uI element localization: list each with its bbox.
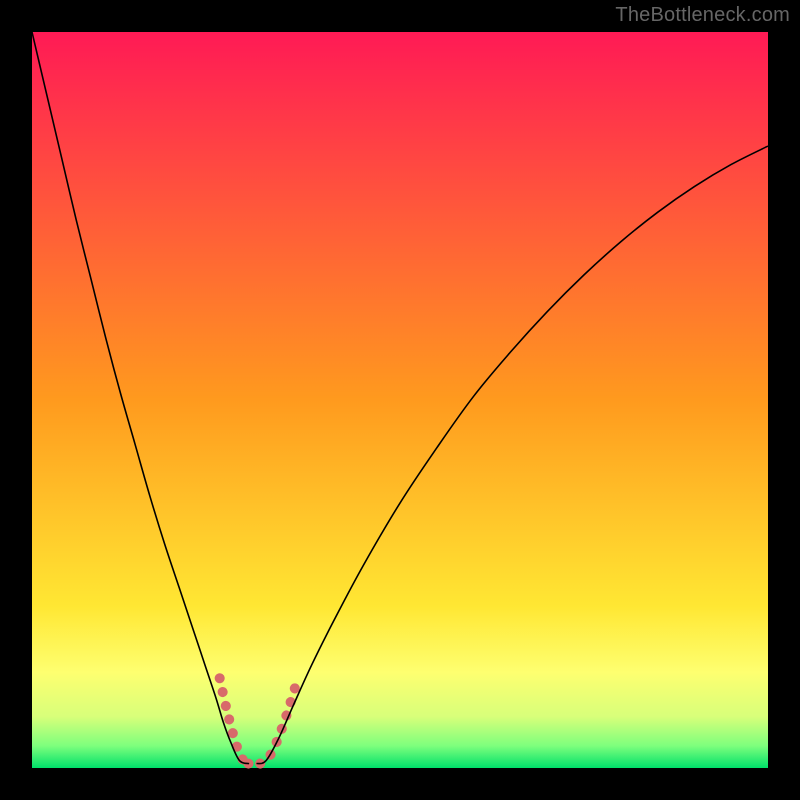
bottleneck-curve — [32, 32, 768, 768]
chart-plot-area — [32, 32, 768, 768]
watermark-text: TheBottleneck.com — [615, 4, 790, 27]
